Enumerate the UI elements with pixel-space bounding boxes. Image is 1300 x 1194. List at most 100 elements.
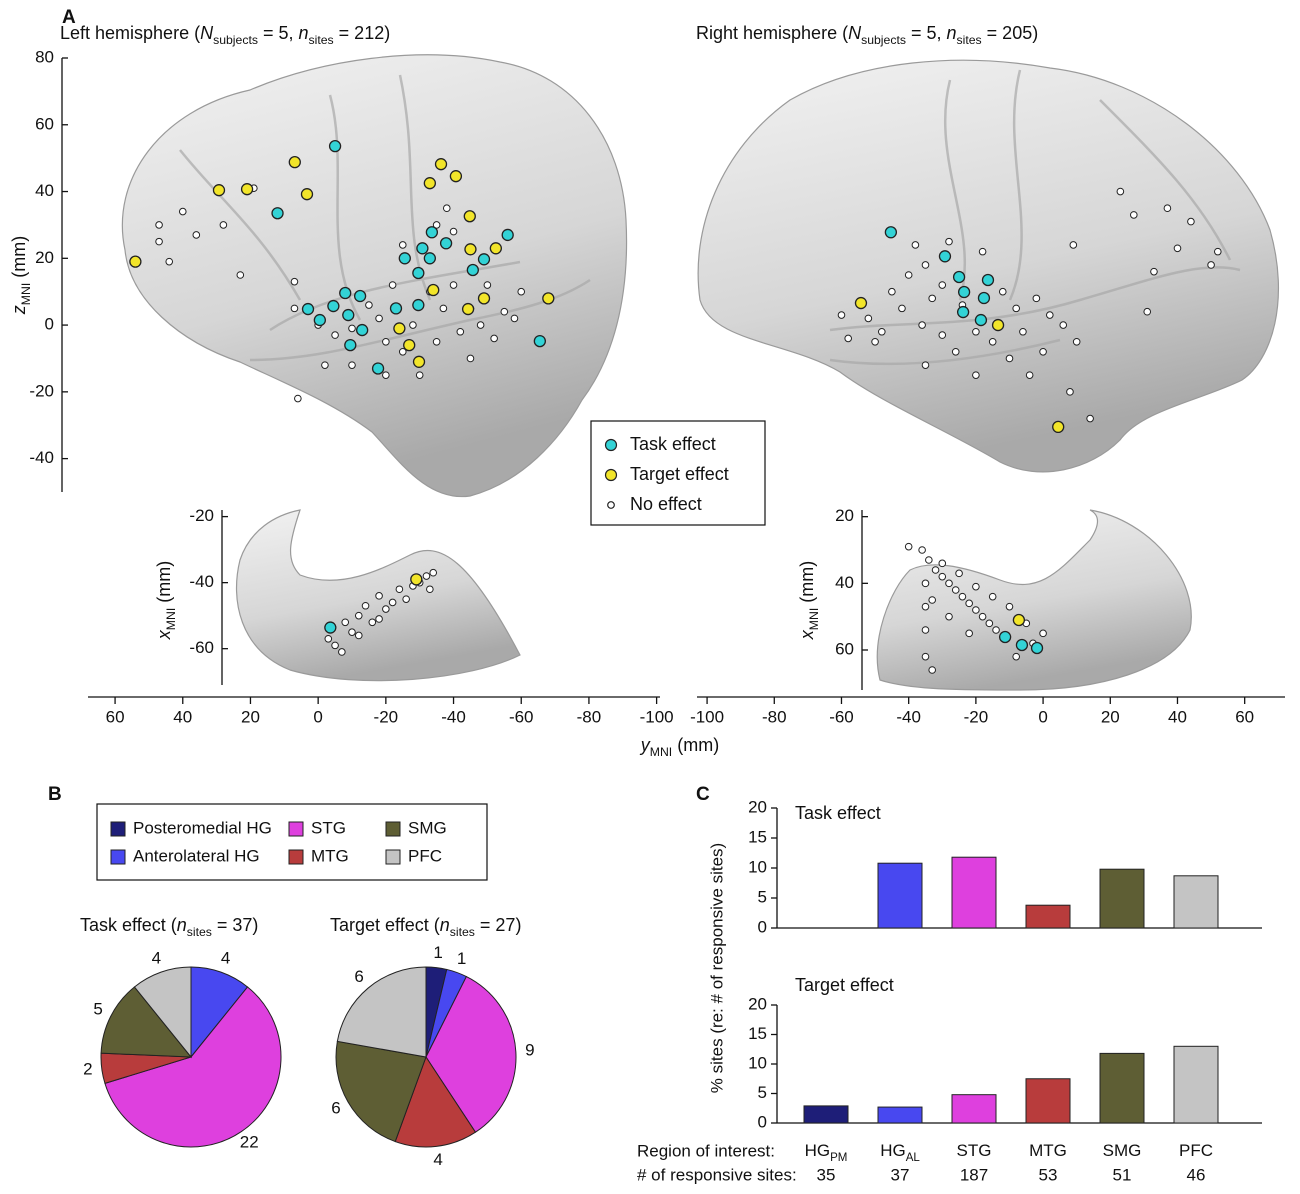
y-tick-label: -40: [29, 448, 54, 467]
data-point: [416, 242, 429, 255]
data-point: [422, 572, 431, 580]
bar: [951, 1094, 997, 1124]
data-point: [432, 221, 441, 229]
y-tick-label: 20: [835, 506, 854, 525]
panel-letter: A: [62, 7, 76, 28]
text-part: x: [154, 629, 174, 640]
data-point: [328, 139, 342, 153]
data-point: [978, 247, 987, 256]
text-part: Target effect (: [330, 915, 440, 935]
y-tick-label: 0: [758, 917, 767, 936]
data-point: [483, 281, 492, 289]
site-count: 37: [891, 1165, 910, 1184]
y-tick-label: 5: [758, 887, 767, 906]
text-part: x: [797, 629, 817, 640]
x-tick-label: 60: [1235, 707, 1254, 726]
data-point: [466, 354, 475, 363]
chart-title: Right hemisphere (Nsubjects = 5, nsites …: [696, 23, 1038, 47]
data-point: [375, 615, 383, 623]
y-axis-label: zMNI (mm): [9, 236, 33, 315]
bar: [1099, 1052, 1145, 1124]
legend-marker: [604, 468, 618, 482]
data-point: [1173, 244, 1182, 253]
data-point: [992, 626, 1000, 634]
data-point: [271, 207, 284, 220]
data-point: [928, 666, 937, 674]
pie-label: 9: [525, 1040, 534, 1059]
y-tick-label: -60: [189, 638, 214, 657]
data-point: [1030, 641, 1044, 655]
data-point: [1163, 204, 1172, 213]
text-part: HG: [880, 1141, 906, 1160]
data-point: [854, 296, 868, 310]
data-point: [165, 257, 174, 266]
data-point: [423, 177, 436, 190]
data-point: [389, 302, 403, 315]
y-axis-label: xMNI (mm): [797, 561, 821, 640]
data-point: [533, 334, 546, 348]
data-point: [423, 252, 436, 265]
text-part: Right hemisphere (: [696, 23, 848, 43]
y-tick-label: 5: [758, 1083, 767, 1102]
pie-slice: [133, 966, 192, 1059]
data-point: [398, 241, 407, 249]
data-point: [904, 542, 913, 551]
text-part: n: [299, 23, 309, 43]
text-part: n: [177, 915, 187, 935]
data-point: [911, 241, 920, 249]
x-tick-label: 0: [313, 707, 322, 726]
data-point: [178, 207, 187, 216]
text-part: n: [440, 915, 450, 935]
data-point: [972, 582, 980, 591]
y-tick-label: 15: [748, 827, 767, 846]
pie-label: 5: [93, 1000, 102, 1019]
data-point: [974, 313, 988, 327]
y-tick-label: 0: [758, 1112, 767, 1131]
data-point: [155, 221, 163, 229]
chart-title: Task effect: [795, 803, 881, 823]
data-point: [402, 595, 410, 603]
data-point: [344, 338, 357, 352]
x-tick-label: -100: [640, 707, 674, 726]
data-point: [155, 237, 163, 246]
legend-swatch: [110, 849, 126, 865]
site-count: 46: [1187, 1165, 1206, 1184]
data-point: [1039, 347, 1047, 356]
data-point: [918, 321, 926, 329]
text-part: Left hemisphere (: [60, 23, 200, 43]
text-part: (mm): [797, 561, 817, 608]
legend-label: Posteromedial HG: [133, 818, 272, 837]
y-tick-label: 20: [748, 797, 767, 816]
data-point: [998, 287, 1007, 296]
data-point: [398, 347, 407, 356]
legend-swatch: [288, 821, 304, 837]
data-point: [395, 585, 404, 594]
data-point: [1052, 420, 1065, 434]
x-tick-label: 20: [241, 707, 260, 726]
text-part: = 205): [982, 23, 1039, 43]
text-part: = 212): [334, 23, 391, 43]
y-tick-label: 20: [35, 248, 54, 267]
data-point: [1086, 414, 1094, 423]
data-point: [938, 572, 947, 581]
data-point: [456, 327, 465, 336]
pie-slice: [336, 966, 427, 1058]
bar: [877, 1106, 923, 1124]
data-point: [542, 292, 555, 305]
legend-label: Task effect: [630, 434, 716, 454]
data-point: [476, 321, 485, 329]
data-point: [338, 648, 346, 656]
data-point: [1005, 354, 1014, 363]
data-point: [412, 298, 425, 312]
x-tick-label: -80: [577, 707, 602, 726]
data-point: [412, 355, 426, 368]
region-legend-box: [96, 803, 488, 881]
y-tick-label: 0: [45, 315, 54, 334]
data-point: [449, 281, 458, 289]
legend-label: Target effect: [630, 464, 729, 484]
data-point: [938, 559, 947, 568]
pie-label: 4: [152, 948, 161, 967]
text-part: = 5,: [906, 23, 947, 43]
legend-label: PFC: [408, 846, 442, 865]
